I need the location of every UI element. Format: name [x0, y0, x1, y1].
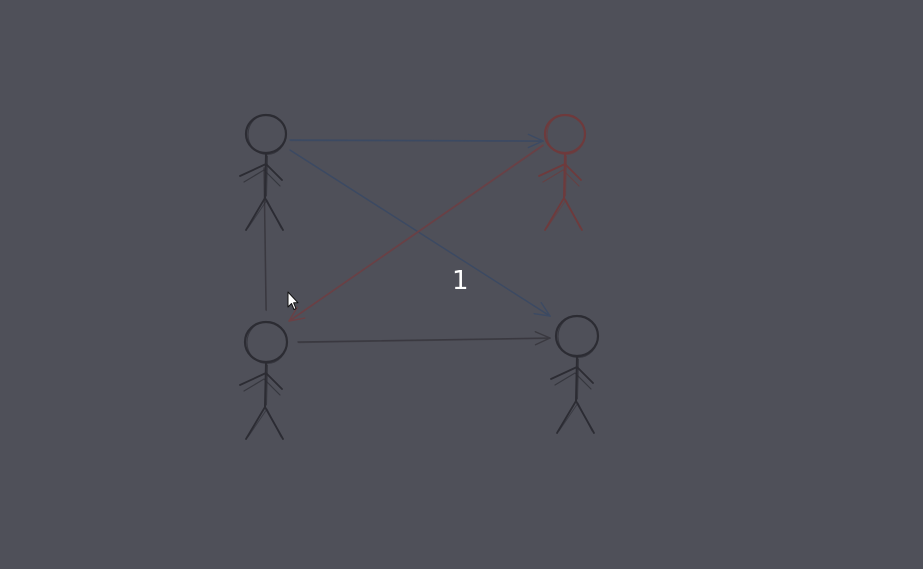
stick-figure-top-right — [538, 113, 587, 231]
figure-arms — [538, 163, 582, 181]
figure-body — [264, 153, 267, 199]
figure-arms — [550, 366, 594, 384]
mouse-cursor-icon — [287, 291, 299, 310]
figure-head-sketch — [546, 114, 586, 155]
figure-legs-sketch — [247, 408, 282, 438]
edge-line-sketch — [290, 140, 544, 143]
arrowhead — [527, 133, 544, 149]
stick-figure-bottom-left — [239, 320, 289, 440]
figure-arms-sketch — [243, 378, 281, 396]
edge-line-sketch — [298, 338, 551, 344]
edge-line — [289, 139, 544, 142]
edge-top-left-to-bottom-right — [289, 149, 551, 318]
figure-body — [575, 356, 578, 402]
figure-head-sketch — [557, 315, 599, 358]
edge-bottom-left-to-bottom-right — [297, 331, 551, 346]
figure-arms-sketch — [243, 169, 281, 187]
edge-top-right-to-bottom-left — [288, 144, 544, 323]
figure-body — [563, 153, 566, 199]
figure-body-sketch — [266, 364, 268, 406]
figure-body-sketch — [577, 358, 579, 400]
stick-figure-bottom-right — [550, 314, 600, 434]
arrowhead — [288, 306, 306, 322]
figure-arms — [239, 163, 283, 181]
edge-line — [297, 337, 551, 343]
stick-figure-top-left — [239, 113, 288, 231]
figure-arms-sketch — [554, 372, 592, 390]
edge-top-left-to-top-right — [289, 133, 544, 149]
figure-body — [264, 362, 267, 408]
figures-layer — [239, 113, 600, 440]
edges-layer — [263, 133, 551, 346]
arrowhead — [533, 301, 551, 317]
arrowhead — [534, 331, 551, 346]
edge-line — [288, 144, 544, 322]
figure-legs-sketch — [558, 402, 593, 432]
edge-line-sketch — [288, 145, 544, 323]
figure-arms-sketch — [542, 169, 580, 187]
figure-legs-sketch — [546, 199, 581, 229]
figure-body-sketch — [565, 155, 567, 197]
figure-head-sketch — [246, 321, 288, 364]
figure-legs-sketch — [247, 199, 282, 229]
figure-body-sketch — [266, 155, 268, 197]
step-number-label: 1 — [452, 266, 469, 296]
figure-arms — [239, 372, 283, 390]
edge-line-sketch — [290, 150, 551, 318]
figure-head-sketch — [247, 114, 287, 155]
